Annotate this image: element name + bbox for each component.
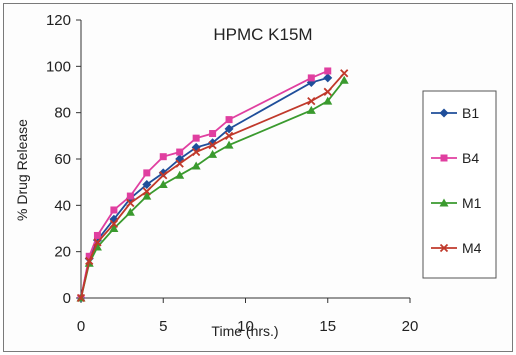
axes (76, 19, 411, 303)
legend-label-b4: B4 (462, 150, 479, 166)
series-b4 (77, 67, 332, 302)
data-point-b4 (85, 252, 93, 260)
data-point-m4 (175, 159, 184, 168)
data-point-m4 (307, 96, 316, 106)
y-axis-label: % Drug Release (14, 119, 30, 221)
data-point-b1 (158, 168, 168, 178)
data-point-b4 (225, 116, 233, 124)
legend-box (422, 90, 497, 279)
data-point-b4 (93, 231, 101, 239)
data-point-b4 (110, 206, 118, 214)
x-tick-label: 5 (159, 318, 167, 335)
data-point-m1 (323, 96, 333, 105)
y-tick-label: 0 (63, 290, 71, 307)
data-point-b4 (307, 74, 315, 82)
legend-item-b1: B1 (431, 105, 479, 121)
data-point-m1 (158, 179, 168, 188)
legend-item-m4: M4 (431, 240, 482, 256)
legend-label-m4: M4 (462, 240, 482, 256)
legend: B1 B4 M1 M4 (422, 90, 497, 279)
data-point-m4 (192, 147, 201, 157)
legend-item-m1: M1 (431, 195, 482, 211)
data-point-m4 (208, 140, 217, 150)
data-point-m4 (142, 187, 151, 196)
data-point-m4 (93, 238, 102, 247)
data-point-b4 (143, 169, 151, 177)
data-point-b4 (324, 67, 332, 75)
data-point-b4 (209, 130, 217, 138)
y-tick-label: 80 (54, 105, 71, 122)
x-tick-label: 20 (402, 318, 419, 335)
data-point-m4 (85, 256, 94, 266)
data-point-m4 (340, 69, 349, 78)
y-tick-label: 20 (54, 244, 71, 261)
data-point-b4 (192, 134, 200, 142)
data-point-m1 (125, 207, 135, 216)
legend-item-b4: B4 (431, 150, 479, 166)
series-line-m4 (80, 72, 345, 299)
data-point-m1 (208, 149, 218, 158)
series-line-b4 (80, 70, 329, 299)
y-tick-label: 40 (54, 197, 71, 214)
y-tick-label: 120 (46, 12, 71, 29)
series-line-m1 (80, 79, 345, 299)
x-tick-labels: 0 5 10 15 20 (77, 318, 419, 335)
data-point-m1 (191, 161, 201, 170)
data-point-m4 (224, 131, 234, 140)
x-tick-label: 10 (237, 318, 254, 335)
data-point-m1 (142, 191, 152, 200)
y-tick-labels: 0 20 40 60 80 100 120 (46, 12, 71, 307)
legend-label-b1: B1 (462, 105, 479, 121)
x-tick-label: 15 (319, 318, 336, 335)
data-point-m4 (76, 293, 86, 303)
series-line-b1 (80, 77, 328, 299)
legend-label-m1: M1 (462, 195, 482, 211)
data-point-m1 (175, 170, 185, 179)
data-point-b1 (323, 73, 333, 83)
data-point-m4 (126, 198, 135, 208)
y-tick-label: 100 (46, 58, 71, 75)
data-point-m1 (339, 75, 349, 84)
series-m4 (76, 69, 349, 303)
x-tick-label: 0 (77, 318, 85, 335)
data-point-m4 (109, 219, 119, 229)
data-point-b4 (126, 192, 134, 200)
x-axis-label: Time (hrs.) (211, 323, 278, 339)
legend-marker-b4 (440, 154, 448, 162)
data-point-m1 (306, 105, 316, 114)
data-point-b4 (176, 148, 184, 156)
data-point-b4 (159, 153, 167, 161)
data-point-b1 (224, 124, 234, 134)
data-point-m4 (323, 87, 332, 96)
data-point-m4 (159, 171, 168, 180)
legend-marker-m1 (439, 198, 449, 207)
legend-marker-m4 (439, 243, 449, 253)
legend-marker-b1 (439, 108, 449, 118)
y-tick-label: 60 (54, 151, 71, 168)
series-layer (76, 67, 349, 303)
data-point-b1 (208, 138, 218, 148)
data-point-b1 (142, 179, 152, 189)
data-point-m1 (109, 224, 119, 232)
series-m1 (76, 75, 349, 302)
data-point-m1 (224, 140, 234, 149)
chart-title: HPMC K15M (213, 25, 312, 44)
